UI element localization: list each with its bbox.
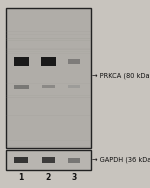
Bar [6, 8, 91, 148]
Bar [6, 40, 91, 41]
Bar [6, 38, 91, 39]
Bar [14, 85, 29, 89]
Bar [6, 140, 91, 141]
Bar [68, 85, 80, 88]
Bar [6, 150, 91, 170]
Bar [6, 31, 91, 32]
Bar [6, 83, 91, 84]
Bar [6, 115, 91, 116]
Text: 1: 1 [19, 173, 24, 182]
Bar [6, 38, 91, 39]
Bar [14, 57, 29, 66]
Bar [6, 49, 91, 50]
Bar [42, 85, 55, 88]
Bar [14, 157, 28, 163]
Bar [42, 157, 55, 163]
Bar [6, 97, 91, 98]
Bar [6, 53, 91, 54]
Text: → PRKCA (80 kDa): → PRKCA (80 kDa) [92, 73, 150, 79]
Text: 2: 2 [46, 173, 51, 182]
Bar [6, 146, 91, 147]
Bar [68, 158, 80, 163]
Text: → GAPDH (36 kDa): → GAPDH (36 kDa) [92, 157, 150, 163]
Bar [6, 95, 91, 96]
Text: 3: 3 [71, 173, 76, 182]
Bar [68, 59, 80, 64]
Bar [41, 57, 56, 66]
Bar [6, 34, 91, 35]
Bar [6, 48, 91, 49]
